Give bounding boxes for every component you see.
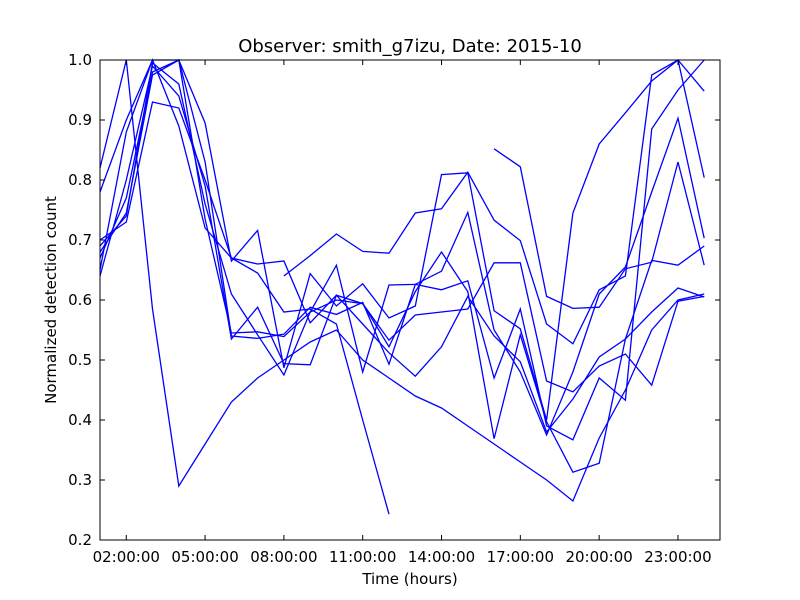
series-line-3 <box>99 58 705 434</box>
y-tick-label: 0.5 <box>68 351 92 369</box>
series-line-8 <box>283 58 705 345</box>
x-tick-label: 05:00:00 <box>171 548 238 566</box>
series-group <box>99 58 705 515</box>
y-tick-label: 1.0 <box>68 51 92 69</box>
series-line-9 <box>493 148 705 310</box>
x-tick-label: 14:00:00 <box>408 548 475 566</box>
y-axis-label: Normalized detection count <box>42 196 60 404</box>
y-tick-label: 0.8 <box>68 171 92 189</box>
series-line-10 <box>99 58 705 393</box>
x-tick-label: 02:00:00 <box>93 548 160 566</box>
series-line-1 <box>99 59 705 503</box>
y-tick-label: 0.3 <box>68 471 92 489</box>
series-line-7 <box>99 59 705 421</box>
x-axis-ticks: 02:00:00 05:00:00 08:00:00 11:00:00 14:00:00… <box>93 60 712 566</box>
x-tick-label: 08:00:00 <box>250 548 317 566</box>
series-line-5 <box>99 61 705 437</box>
y-tick-label: 0.2 <box>68 531 92 549</box>
x-tick-label: 17:00:00 <box>487 548 554 566</box>
series-line-2 <box>99 101 390 515</box>
y-tick-label: 0.4 <box>68 411 92 429</box>
series-line-4 <box>99 59 705 441</box>
chart-title: Observer: smith_g7izu, Date: 2015-10 <box>238 36 582 57</box>
y-tick-label: 0.6 <box>68 291 92 309</box>
y-tick-label: 0.7 <box>68 231 92 249</box>
x-tick-label: 11:00:00 <box>329 548 396 566</box>
series-line-6 <box>99 64 705 473</box>
y-tick-label: 0.9 <box>68 111 92 129</box>
x-tick-label: 23:00:00 <box>644 548 711 566</box>
x-tick-label: 20:00:00 <box>565 548 632 566</box>
y-axis-ticks: 0.2 0.3 0.4 0.5 0.6 0.7 0.8 0.9 1.0 <box>68 51 720 549</box>
x-axis-label: Time (hours) <box>361 570 457 588</box>
